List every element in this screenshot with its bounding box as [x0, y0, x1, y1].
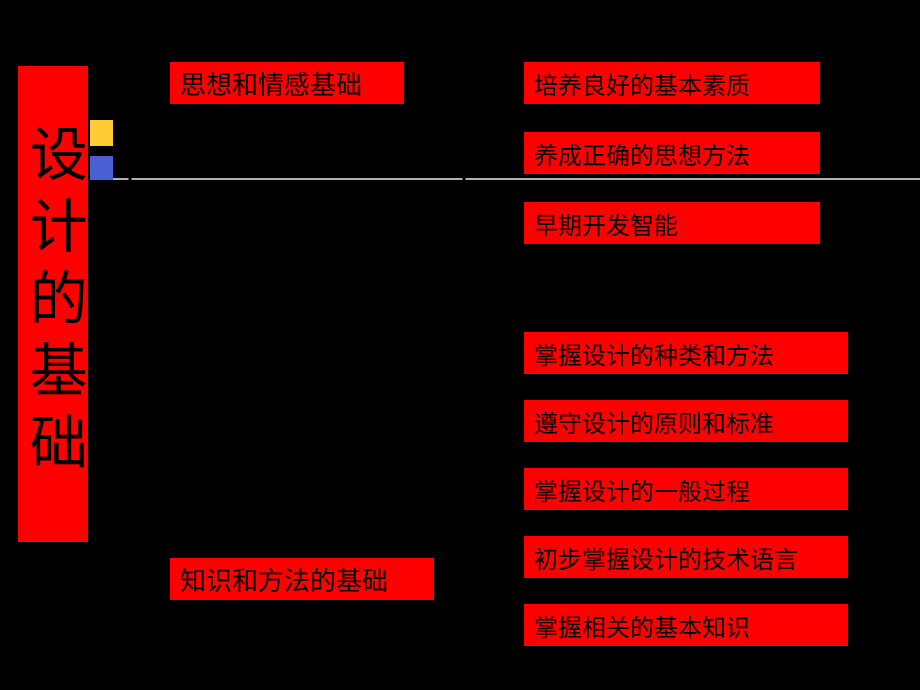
leaf-node-0-1: 养成正确的思想方法	[522, 130, 822, 176]
leaf-node-1-1: 遵守设计的原则和标准	[522, 398, 850, 444]
leaf-node-0-2: 早期开发智能	[522, 200, 822, 246]
leaf-label: 早期开发智能	[534, 206, 678, 241]
branch-node-0: 思想和情感基础	[168, 60, 406, 106]
leaf-label: 培养良好的基本素质	[534, 66, 750, 101]
leaf-label: 掌握设计的一般过程	[534, 472, 750, 507]
leaf-node-1-3: 初步掌握设计的技术语言	[522, 534, 850, 580]
leaf-label: 掌握设计的种类和方法	[534, 336, 774, 371]
leaf-label: 养成正确的思想方法	[534, 136, 750, 171]
deco-grey-line	[110, 178, 920, 180]
leaf-label: 遵守设计的原则和标准	[534, 404, 774, 439]
leaf-node-1-2: 掌握设计的一般过程	[522, 466, 850, 512]
root-node: 设计的基础	[16, 64, 90, 544]
leaf-label: 初步掌握设计的技术语言	[534, 540, 798, 575]
branch-label: 知识和方法的基础	[180, 561, 388, 598]
leaf-node-1-0: 掌握设计的种类和方法	[522, 330, 850, 376]
leaf-node-1-4: 掌握相关的基本知识	[522, 602, 850, 648]
branch-label: 思想和情感基础	[180, 65, 362, 102]
leaf-node-0-0: 培养良好的基本素质	[522, 60, 822, 106]
root-label: 设计的基础	[18, 124, 88, 484]
leaf-label: 掌握相关的基本知识	[534, 608, 750, 643]
branch-node-1: 知识和方法的基础	[168, 556, 436, 602]
